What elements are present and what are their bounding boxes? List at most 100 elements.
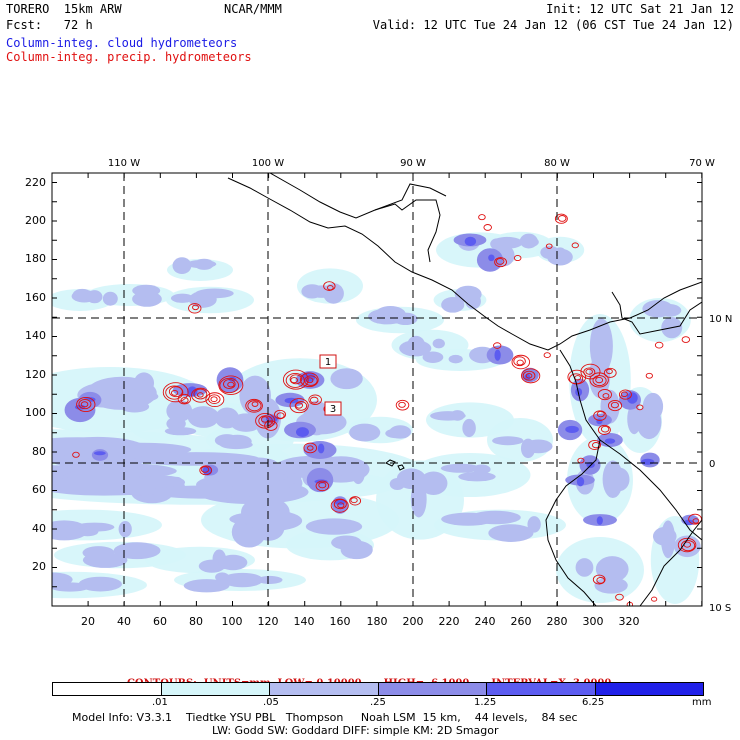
cloud-patch-heavy [604, 438, 616, 444]
cloud-patch-mid [52, 476, 171, 496]
y-tick-160: 160 [25, 291, 46, 304]
precip-contour [264, 420, 278, 431]
cloud-patch-mid [0, 455, 33, 484]
cloud-patch-mid [407, 335, 425, 354]
cloud-patch-mid [524, 439, 553, 454]
valid-time: Valid: 12 UTC Tue 24 Jan 12 (06 CST Tue … [372, 18, 734, 32]
cloud-patch-mid [419, 471, 448, 495]
cloud-patch-mid [214, 434, 240, 447]
cloud-patch-mid [78, 576, 122, 592]
cloud-patch-heavy [334, 499, 346, 506]
cloud-patch-mid [166, 399, 193, 423]
cloud-patch-mid [6, 574, 49, 592]
precip-contour [495, 258, 505, 265]
cloud-patch-mid [540, 245, 560, 260]
x-tick-300: 300 [583, 615, 604, 628]
cloud-patch-mid [188, 291, 217, 308]
precip-contour [483, 224, 492, 231]
colorbar-swatch-2 [270, 683, 379, 695]
precip-contour [200, 466, 210, 473]
colorbar-swatch-5 [595, 683, 703, 695]
precip-contour [596, 576, 605, 584]
x-tick-260: 260 [511, 615, 532, 628]
cloud-patch-mid [215, 407, 240, 429]
precip-contour [289, 374, 303, 385]
marker-box-1 [319, 354, 337, 369]
precip-contour [308, 394, 322, 406]
precip-contour [208, 394, 221, 405]
precip-contour [300, 372, 319, 388]
cloud-patch-mid [118, 520, 132, 538]
cloud-patch-mid [458, 471, 496, 482]
precip-contour [554, 213, 568, 224]
cloud-legend-label: Column-integ. cloud hydrometeors [6, 36, 238, 50]
precip-contour [592, 375, 607, 387]
colorbar-swatch-0 [53, 683, 162, 695]
y-tick-140: 140 [25, 329, 46, 342]
precip-contour [177, 393, 192, 405]
cloud-patch-heavy [596, 418, 603, 425]
y-tick-20: 20 [32, 560, 46, 573]
cloud-patch-mid [215, 572, 230, 582]
precip-contour [606, 368, 613, 375]
cloud-patch-mid [627, 403, 642, 435]
precip-contour [654, 341, 664, 349]
cloud-patch-heavy [464, 236, 477, 246]
precip-contour [330, 498, 349, 513]
colorbar-swatch-4 [487, 683, 596, 695]
y-tick-60: 60 [32, 483, 46, 496]
cloud-patch-mid [462, 418, 476, 438]
precip-contour [162, 382, 189, 403]
precip-contour [245, 398, 263, 413]
precip-contour [681, 336, 691, 343]
cloud-patch-mid [491, 236, 523, 249]
cloud-patch-mid [527, 516, 541, 533]
precip-contour [218, 375, 244, 395]
lat-label-10n: 10 N [709, 314, 732, 325]
precip-contour [516, 359, 524, 366]
x-tick-40: 40 [117, 615, 131, 628]
x-tick-labels: 20 40 60 80 100 120 140 160 180 200 220 … [81, 615, 640, 628]
cloud-patch-heavy [576, 476, 585, 487]
organization: NCAR/MMM [224, 2, 282, 16]
cloud-patch-mid [76, 526, 99, 537]
precip-contour [165, 385, 184, 400]
cloud-patch-mid [244, 510, 303, 531]
precip-contour [545, 243, 553, 249]
x-tick-180: 180 [367, 615, 388, 628]
cloud-patch-mid [595, 556, 629, 583]
x-tick-60: 60 [153, 615, 167, 628]
precip-contour [304, 375, 318, 386]
precip-contour [597, 389, 612, 401]
x-tick-200: 200 [403, 615, 424, 628]
cloud-patch-mid [422, 351, 444, 363]
precip-contour [337, 502, 345, 509]
precip-contour [193, 388, 208, 400]
precip-contour [398, 401, 406, 408]
cloud-patch-mid [330, 368, 363, 390]
cloud-patch-mid [472, 464, 491, 475]
precip-contour [294, 401, 308, 411]
precip-contour [595, 376, 604, 384]
precip-contour [76, 396, 96, 413]
precip-contour [276, 412, 285, 419]
cloud-patch-heavy [641, 458, 655, 465]
precip-contour [636, 404, 644, 411]
colorbar-swatch-1 [161, 683, 270, 695]
cloud-patch-heavy [596, 516, 603, 525]
cloud-patch-mid [589, 318, 613, 375]
lat-lon-grid [52, 173, 702, 606]
precip-contour [525, 373, 533, 379]
precip-contour [180, 397, 189, 404]
forecast-hour: Fcst: 72 h [6, 18, 93, 32]
lat-label-10s: 10 S [709, 603, 731, 614]
precip-contour [289, 398, 309, 414]
lon-label-80w: 80 W [544, 158, 570, 169]
cloud-patch-mid [132, 284, 161, 297]
precip-contour [478, 214, 486, 221]
axis-ticks [51, 173, 703, 607]
cloud-patch-mid [331, 535, 362, 550]
lat-label-0: 0 [709, 459, 715, 470]
precip-contour [327, 285, 334, 291]
cloud-patch-mid [183, 579, 230, 593]
